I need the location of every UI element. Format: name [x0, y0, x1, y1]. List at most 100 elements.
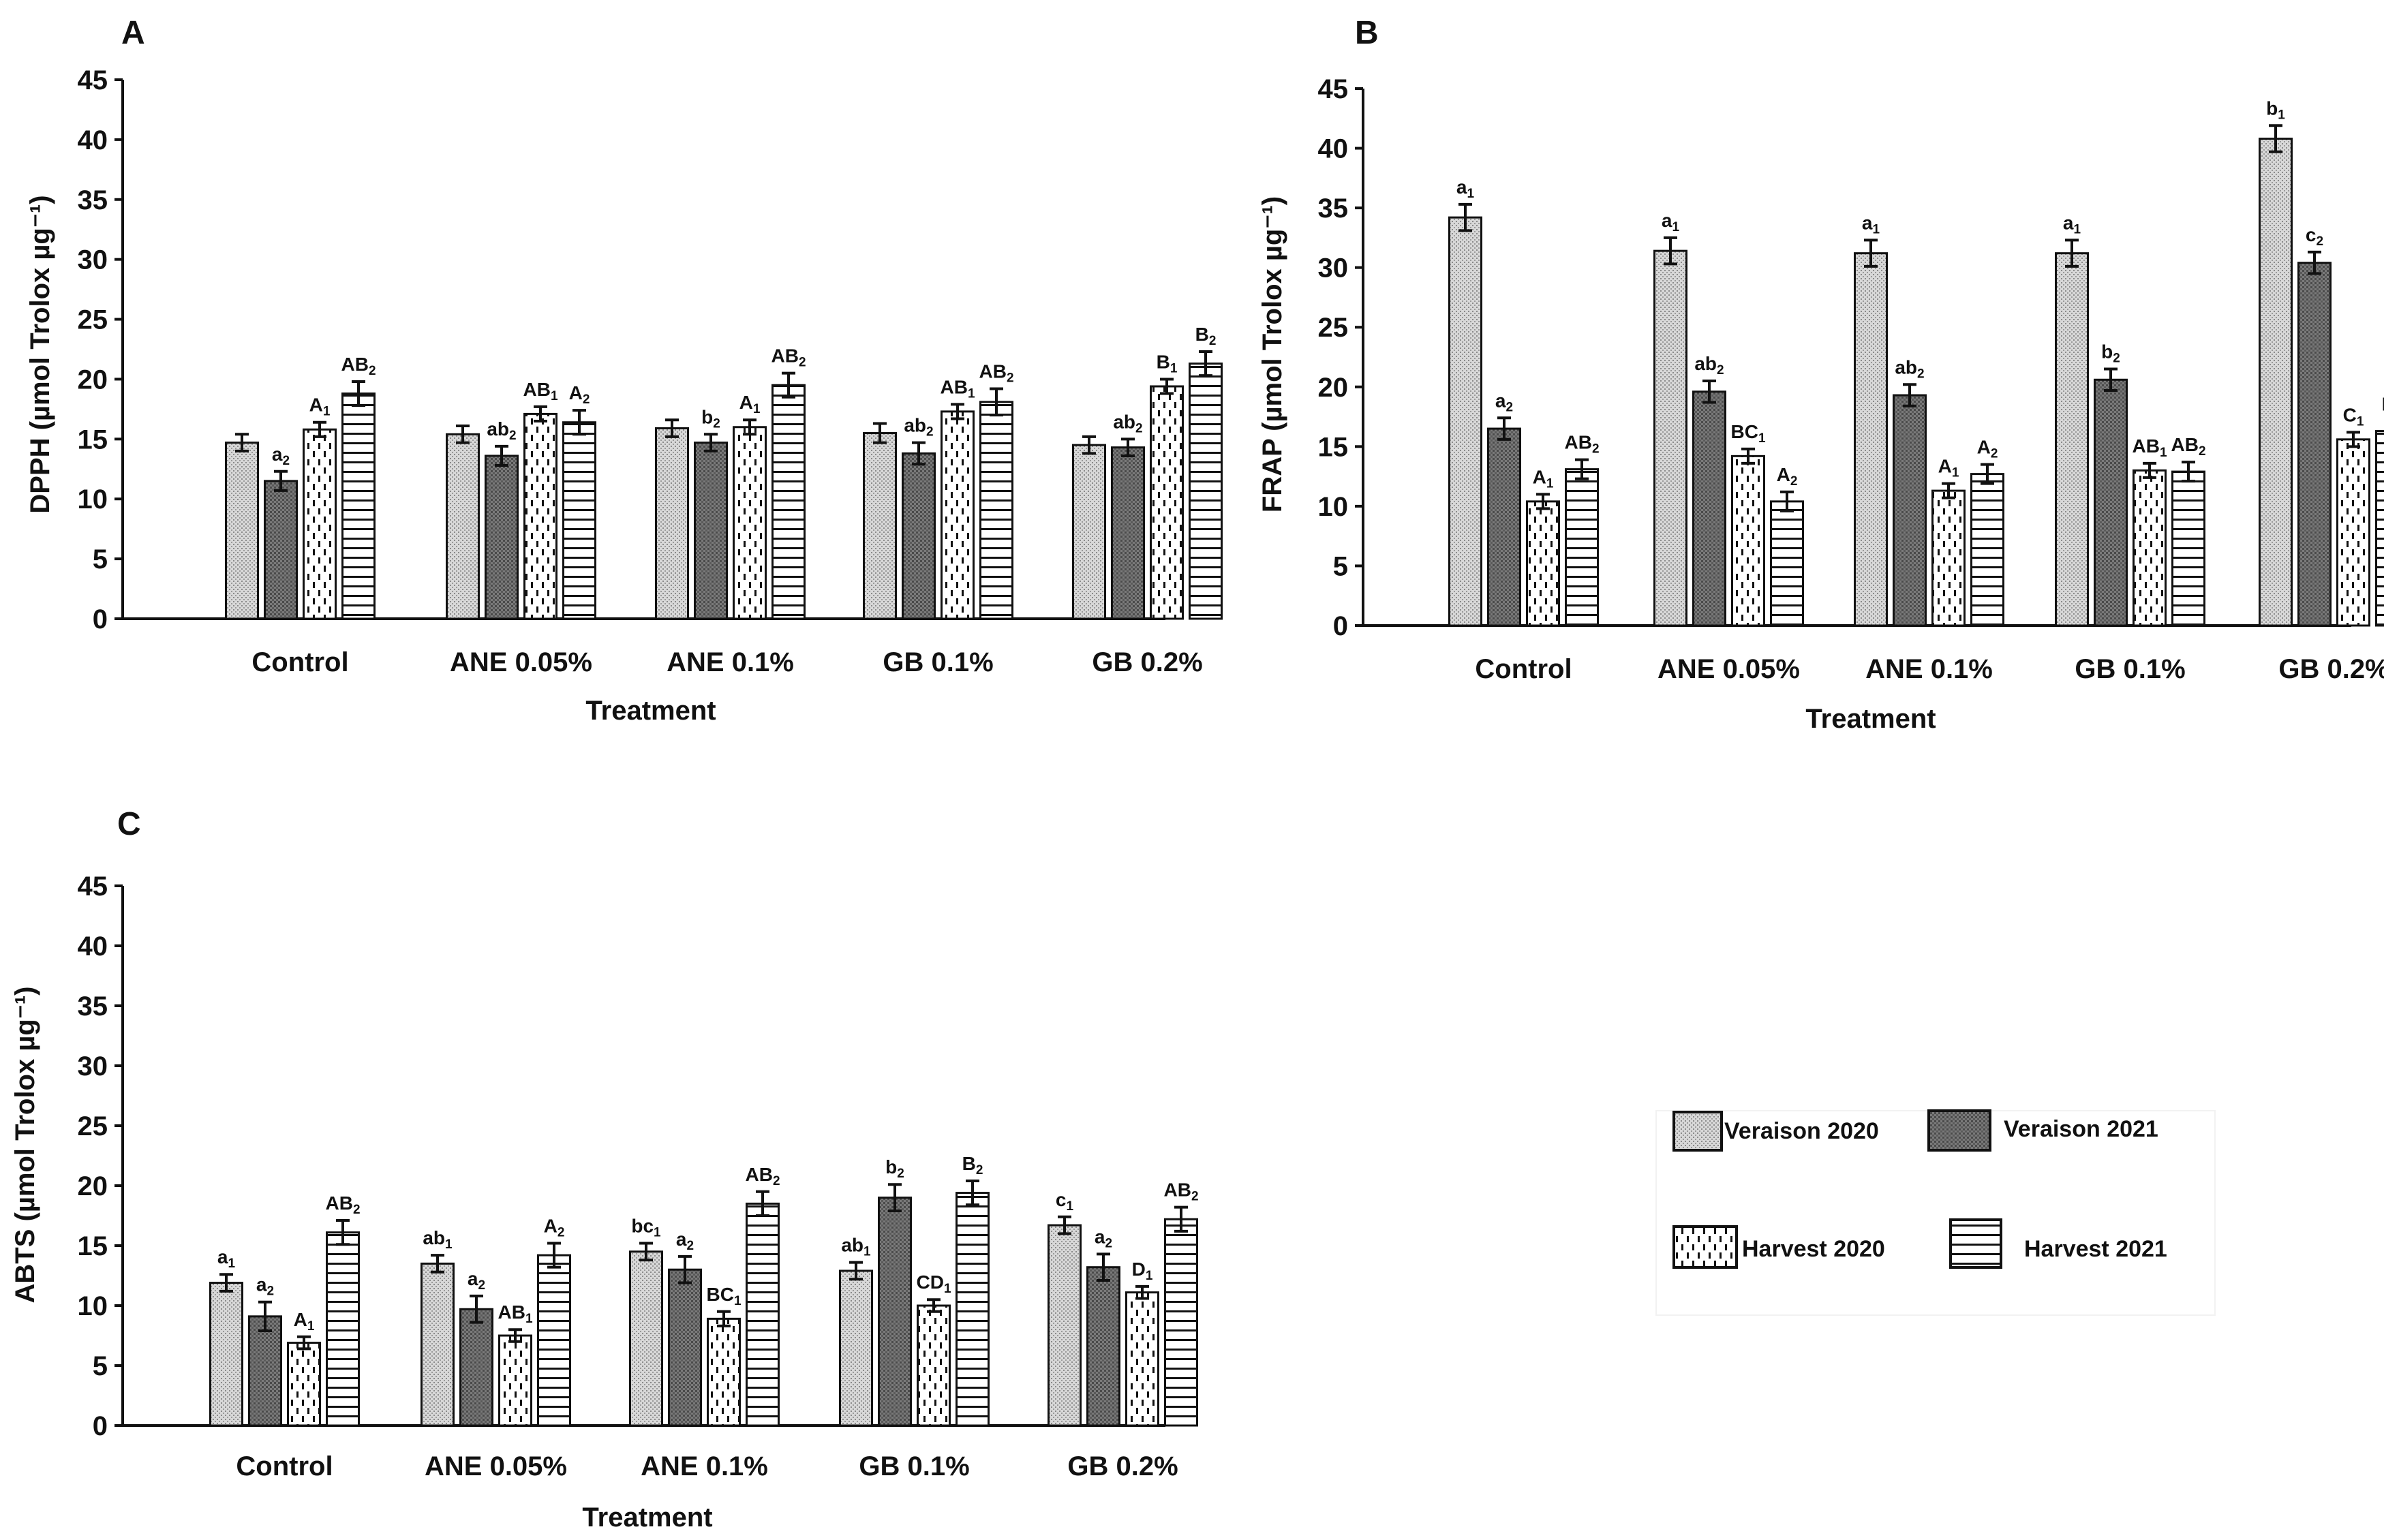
y-axis-title: DPPH (µmol Trolox µg⁻¹) — [25, 195, 55, 513]
legend-swatch — [1949, 1218, 2002, 1269]
legend-item-veraison-2021: Veraison 2021 — [1927, 1109, 2158, 1152]
y-tick-label: 15 — [78, 425, 108, 455]
y-tick-label: 45 — [78, 65, 108, 95]
bar-veraison2021 — [264, 480, 298, 620]
y-tick-label: 5 — [1333, 551, 1348, 581]
bar-veraison2020 — [2055, 252, 2089, 627]
significance-label: AB1 — [2132, 435, 2167, 460]
bar-veraison2020 — [839, 1269, 873, 1427]
significance-label: AB2 — [745, 1164, 780, 1188]
significance-label: AB1 — [523, 379, 557, 403]
significance-label: AB2 — [1163, 1180, 1198, 1204]
legend-item-harvest-2021: Harvest 2021 — [1949, 1218, 2167, 1269]
significance-label: AB2 — [1564, 432, 1599, 457]
category-label: Control — [251, 647, 348, 677]
significance-label: c2 — [2306, 224, 2323, 249]
bar-veraison2021 — [2094, 378, 2128, 627]
y-tick-label: 40 — [78, 931, 108, 961]
significance-label: a1 — [1456, 176, 1475, 201]
category-label: GB 0.1% — [2075, 654, 2185, 684]
y-tick-label: 45 — [1318, 74, 1349, 104]
significance-label: B2 — [1195, 324, 1217, 348]
significance-label: A1 — [294, 1309, 315, 1334]
significance-label: AB2 — [979, 361, 1013, 386]
significance-label: b2 — [2101, 341, 2120, 366]
y-tick-label: 25 — [78, 305, 108, 335]
bar-harvest2020 — [941, 410, 975, 620]
y-tick-label: 15 — [78, 1231, 108, 1261]
bar-harvest2020 — [303, 428, 337, 620]
bar-harvest2021 — [771, 384, 806, 620]
significance-label: B2 — [2382, 394, 2384, 418]
bar-harvest2021 — [2171, 470, 2205, 627]
y-tick-label: 10 — [78, 484, 108, 514]
bar-harvest2020 — [2133, 469, 2167, 627]
significance-label: ab2 — [904, 415, 933, 440]
bar-veraison2020 — [655, 427, 689, 620]
y-tick-label: 30 — [78, 1051, 108, 1081]
category-label: Control — [1475, 654, 1572, 684]
legend-item-harvest-2020: Harvest 2020 — [1672, 1225, 1885, 1269]
y-tick-label: 20 — [78, 365, 108, 395]
bar-veraison2020 — [225, 442, 259, 620]
significance-label: a1 — [2063, 212, 2081, 236]
bar-harvest2020 — [2336, 438, 2370, 627]
bar-veraison2021 — [485, 455, 519, 620]
legend-swatch — [1672, 1111, 1723, 1152]
category-label: GB 0.1% — [883, 647, 993, 677]
category-label: ANE 0.05% — [450, 647, 592, 677]
y-tick-label: 20 — [1318, 373, 1349, 403]
significance-label: a2 — [256, 1274, 274, 1299]
significance-label: a2 — [468, 1268, 485, 1293]
y-axis-title: ABTS (µmol Trolox µg⁻¹) — [10, 987, 40, 1304]
significance-label: B2 — [962, 1153, 983, 1177]
bar-veraison2020 — [863, 432, 897, 620]
plot-area: 0 5 10 15 20 25 30 35 40 45 Control a1 a2 A1 AB2 ANE 0.… — [1318, 74, 2384, 684]
significance-label: a2 — [1495, 390, 1513, 414]
bar-veraison2021 — [459, 1308, 493, 1427]
category-label: Control — [236, 1451, 333, 1481]
bar-harvest2020 — [1526, 500, 1560, 627]
bar-veraison2021 — [1086, 1266, 1120, 1427]
y-tick-label: 20 — [78, 1171, 108, 1201]
bar-veraison2021 — [902, 452, 936, 620]
y-tick-label: 40 — [78, 125, 108, 155]
bar-harvest2020 — [1931, 489, 1966, 627]
significance-label: AB2 — [771, 345, 806, 370]
bar-veraison2020 — [209, 1282, 243, 1427]
significance-label: AB2 — [325, 1192, 360, 1217]
category-label: GB 0.1% — [859, 1451, 969, 1481]
legend-label: Harvest 2021 — [2024, 1236, 2167, 1262]
category-label: GB 0.2% — [1067, 1451, 1178, 1481]
legend-label: Veraison 2020 — [1724, 1118, 1879, 1144]
y-tick-label: 35 — [78, 991, 108, 1021]
y-tick-label: 45 — [78, 872, 108, 902]
bar-veraison2021 — [1487, 427, 1521, 627]
chart-panel-c: C ABTS (µmol Trolox µg⁻¹) Treatment 0 5 10… — [10, 806, 1199, 1533]
significance-label: b2 — [885, 1156, 904, 1181]
legend: Veraison 2020 Veraison 2021 Harvest 2020… — [1655, 1109, 2216, 1316]
significance-label: ab2 — [1694, 353, 1724, 378]
significance-label: A1 — [1533, 466, 1554, 491]
significance-label: A1 — [739, 392, 761, 416]
significance-label: a1 — [1862, 212, 1880, 236]
y-tick-label: 0 — [93, 604, 108, 634]
category-label: ANE 0.1% — [1865, 654, 1993, 684]
category-label: GB 0.2% — [1092, 647, 1202, 677]
legend-item-veraison-2020: Veraison 2020 — [1672, 1111, 1879, 1152]
significance-label: a1 — [217, 1246, 236, 1271]
x-axis-title: Treatment — [1805, 704, 1936, 734]
bar-harvest2021 — [956, 1192, 990, 1427]
bar-veraison2020 — [629, 1250, 663, 1427]
y-tick-label: 0 — [1333, 611, 1348, 641]
category-label: ANE 0.1% — [667, 647, 794, 677]
y-tick-label: 0 — [93, 1411, 108, 1441]
bar-harvest2021 — [2375, 430, 2384, 627]
bar-harvest2021 — [1189, 363, 1223, 620]
significance-label: AB1 — [498, 1302, 532, 1326]
x-axis-title: Treatment — [585, 696, 716, 726]
significance-label: A1 — [309, 395, 331, 419]
significance-label: ab1 — [841, 1235, 871, 1259]
significance-label: A2 — [1777, 464, 1798, 489]
